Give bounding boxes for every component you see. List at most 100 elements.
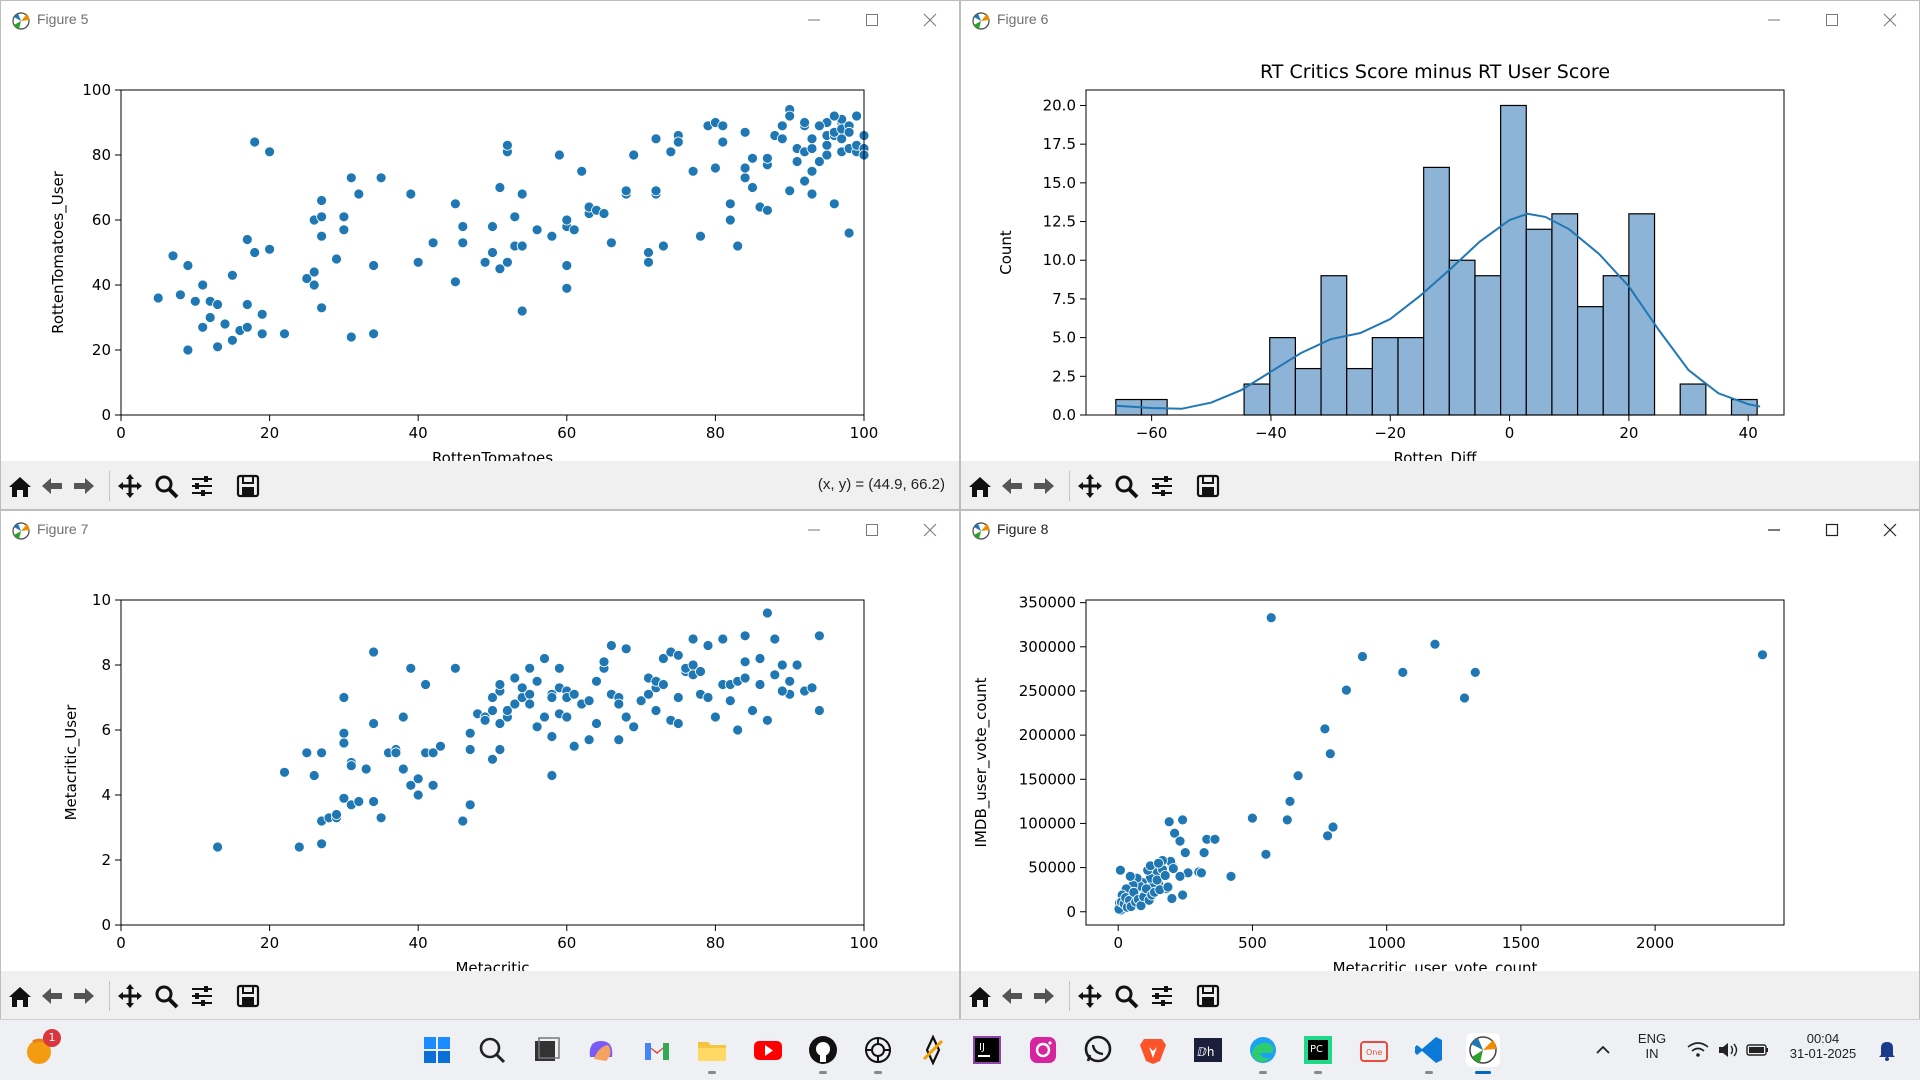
save-button[interactable] <box>1193 471 1223 501</box>
back-arrow-button[interactable] <box>37 981 67 1011</box>
network-status[interactable] <box>1680 1033 1780 1067</box>
close-button[interactable] <box>901 5 959 35</box>
data-point <box>457 815 469 827</box>
save-button[interactable] <box>1193 981 1223 1011</box>
zoom-button[interactable] <box>1111 471 1141 501</box>
gmail-app[interactable] <box>640 1033 674 1067</box>
jetbrains-app[interactable]: IJ <box>970 1033 1004 1067</box>
home-button[interactable] <box>5 471 35 501</box>
show-hidden-icons-button[interactable] <box>1586 1033 1620 1067</box>
devhub-app[interactable]: ⅅh <box>1191 1033 1225 1067</box>
data-point <box>464 799 476 811</box>
file-explorer-app[interactable] <box>695 1033 729 1074</box>
chatgpt-app[interactable] <box>861 1033 895 1074</box>
pycharm-app[interactable]: PC <box>1301 1033 1335 1074</box>
instagram-app[interactable] <box>1026 1033 1060 1067</box>
maximize-button[interactable] <box>1803 5 1861 35</box>
close-button[interactable] <box>1861 5 1919 35</box>
scatter-plot[interactable]: 0 500 1000 1500 2000 0 50000 100000 150000 200000… <box>961 549 1919 978</box>
forward-arrow-button[interactable] <box>69 981 99 1011</box>
plot-area[interactable]: 0 20 40 60 80 100 0 2 4 6 8 10 Metacritic Metacritic_… <box>1 549 959 977</box>
pan-button[interactable] <box>1075 471 1105 501</box>
oneminute-app[interactable]: One <box>1357 1033 1391 1067</box>
home-button[interactable] <box>965 471 995 501</box>
data-point <box>226 334 238 346</box>
maximize-button[interactable] <box>843 515 901 545</box>
minimize-button[interactable] <box>785 515 843 545</box>
minimize-icon <box>1768 19 1780 21</box>
zoom-button[interactable] <box>151 471 181 501</box>
youtube-app[interactable] <box>751 1033 785 1067</box>
plot-area[interactable]: −60 −40 −20 0 20 40 0.0 2.5 5.0 7.5 10.0 12.5 15.0 17… <box>961 39 1919 468</box>
language-indicator[interactable]: ENG IN <box>1636 1031 1668 1061</box>
data-point <box>591 675 602 687</box>
back-arrow-button[interactable] <box>997 471 1027 501</box>
title-bar[interactable]: Figure 7 <box>1 511 959 549</box>
notifications-button[interactable] <box>1870 1033 1904 1067</box>
data-point <box>1265 612 1277 624</box>
plot-area[interactable]: 0 20 40 60 80 100 0 20 40 60 80 100 RottenTomatoes Ro… <box>1 39 959 467</box>
save-button[interactable] <box>233 981 263 1011</box>
data-point <box>769 633 781 645</box>
data-point <box>256 328 268 340</box>
data-point <box>814 630 825 642</box>
configure-subplots-button[interactable] <box>187 471 217 501</box>
maximize-button[interactable] <box>843 5 901 35</box>
minimize-button[interactable] <box>785 5 843 35</box>
data-point <box>1340 684 1352 696</box>
data-point <box>353 796 365 807</box>
data-point <box>368 260 380 271</box>
close-button[interactable] <box>1861 515 1919 545</box>
pan-button[interactable] <box>1075 981 1105 1011</box>
forward-arrow-button[interactable] <box>1029 471 1059 501</box>
title-bar[interactable]: Figure 5 <box>1 1 959 39</box>
forward-arrow-button[interactable] <box>1029 981 1059 1011</box>
minimize-button[interactable] <box>1745 5 1803 35</box>
title-bar[interactable]: Figure 8 <box>961 511 1919 549</box>
data-point <box>806 143 818 154</box>
configure-subplots-button[interactable] <box>1147 471 1177 501</box>
x-tick-label: 60 <box>557 424 576 442</box>
title-bar[interactable]: Figure 6 <box>961 1 1919 39</box>
zoom-button[interactable] <box>1111 981 1141 1011</box>
maximize-icon <box>1825 523 1839 537</box>
scatter-plot[interactable]: 0 20 40 60 80 100 0 2 4 6 8 10 Metacritic Metacritic_… <box>1 549 959 977</box>
whatsapp-app[interactable] <box>1081 1033 1115 1067</box>
configure-subplots-button[interactable] <box>1147 981 1177 1011</box>
matplotlib-app[interactable] <box>1466 1033 1500 1074</box>
back-arrow-button[interactable] <box>997 981 1027 1011</box>
claude-app[interactable] <box>916 1033 950 1067</box>
pan-button[interactable] <box>115 471 145 501</box>
data-point <box>851 110 862 122</box>
back-arrow-button[interactable] <box>37 471 67 501</box>
toolbar-separator <box>109 471 110 501</box>
home-button[interactable] <box>965 981 995 1011</box>
save-button[interactable] <box>233 471 263 501</box>
data-point <box>1169 827 1181 839</box>
search-button[interactable] <box>475 1033 509 1067</box>
scatter-plot[interactable]: 0 20 40 60 80 100 0 20 40 60 80 100 RottenTomatoes Ro… <box>1 39 959 467</box>
minimize-button[interactable] <box>1745 515 1803 545</box>
weather-widget[interactable]: 1 <box>22 1029 61 1067</box>
maximize-button[interactable] <box>1803 515 1861 545</box>
histogram-plot[interactable]: −60 −40 −20 0 20 40 0.0 2.5 5.0 7.5 10.0 12.5 15.0 17… <box>961 39 1919 468</box>
zoom-button[interactable] <box>151 981 181 1011</box>
vscode-app[interactable] <box>1412 1033 1446 1074</box>
clock[interactable]: 00:04 31-01-2025 <box>1780 1031 1866 1061</box>
plot-area[interactable]: 0 500 1000 1500 2000 0 50000 100000 150000 200000… <box>961 549 1919 978</box>
data-point <box>754 679 766 690</box>
pan-button[interactable] <box>115 981 145 1011</box>
brave-app[interactable] <box>1136 1033 1170 1067</box>
task-view-button[interactable] <box>529 1033 563 1067</box>
data-point <box>739 162 751 174</box>
data-point <box>620 711 632 723</box>
close-button[interactable] <box>901 515 959 545</box>
configure-subplots-button[interactable] <box>187 981 217 1011</box>
edge-app[interactable] <box>1246 1033 1280 1074</box>
forward-arrow-button[interactable] <box>69 471 99 501</box>
copilot-app[interactable] <box>584 1033 618 1067</box>
x-tick-label: 20 <box>1619 424 1638 442</box>
home-button[interactable] <box>5 981 35 1011</box>
start-button[interactable] <box>420 1033 454 1067</box>
github-app[interactable] <box>806 1033 840 1074</box>
